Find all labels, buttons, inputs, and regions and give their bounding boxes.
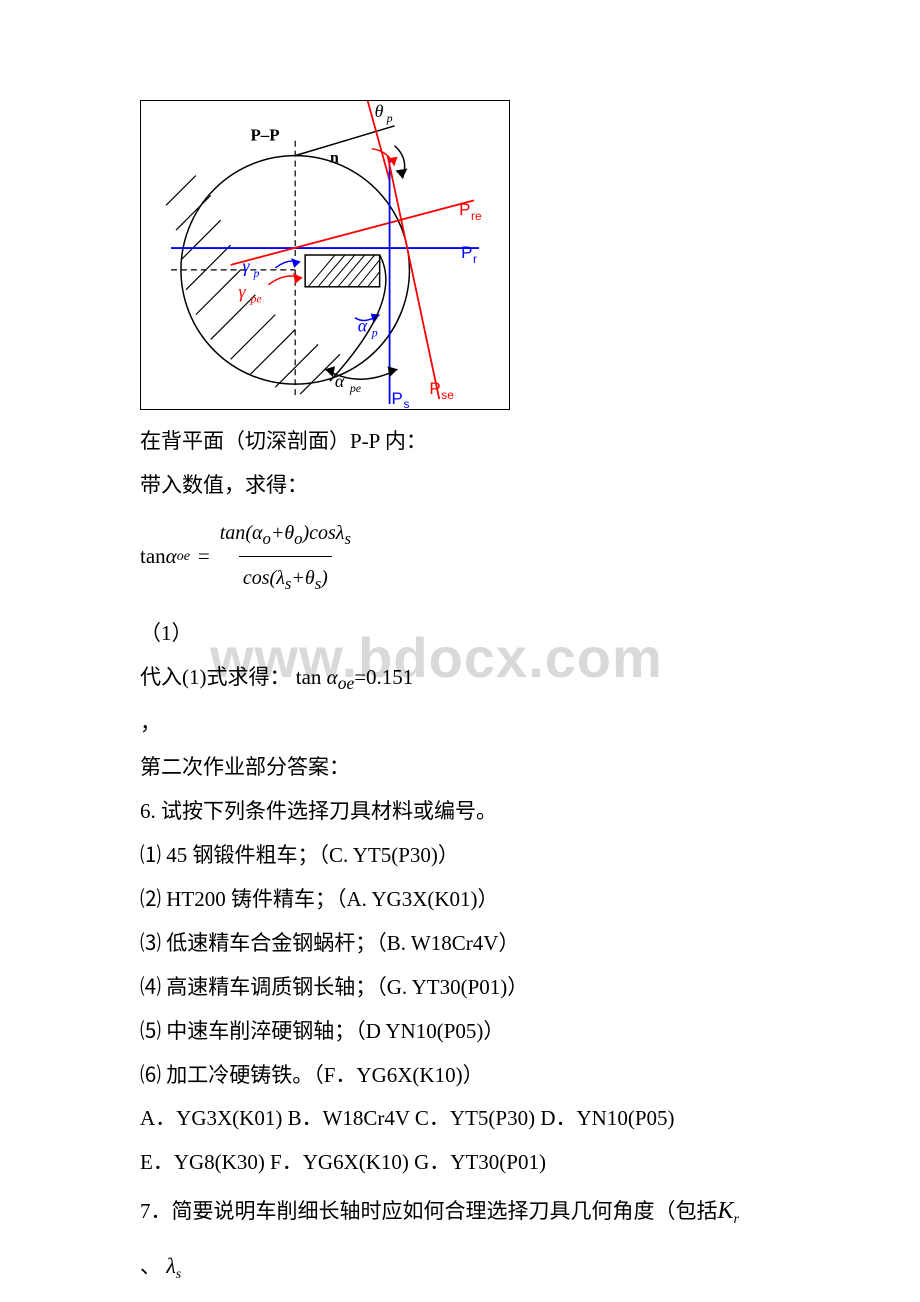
f1-alpha: α: [166, 537, 177, 577]
svg-text:re: re: [471, 209, 482, 223]
q7-lambda: λ: [166, 1253, 176, 1278]
q6-opt2: ⑵ HT200 铸件精车；（A. YG3X(K01)）: [140, 880, 780, 920]
svg-text:P–P: P–P: [250, 126, 279, 145]
q7-Kr-sub: r: [734, 1212, 739, 1227]
svg-text:θ: θ: [375, 101, 384, 121]
svg-text:se: se: [441, 388, 454, 402]
text-line-1: 在背平面（切深剖面）P-P 内：: [140, 422, 780, 462]
svg-text:p: p: [386, 111, 393, 125]
svg-text:pe: pe: [349, 381, 362, 395]
svg-text:n: n: [330, 150, 339, 167]
eq-number-1: （1）: [140, 614, 780, 654]
svg-text:pe: pe: [249, 292, 262, 306]
f1-eq: =: [198, 537, 210, 577]
formula-1: tan α oe = tan(αo+θo)cosλs cos(λs+θs): [140, 514, 780, 600]
q7-line-2: 、 λs: [140, 1245, 780, 1289]
f1-tan: tan: [140, 537, 166, 577]
q6-opt6: ⑹ 加工冷硬铸铁。（F．YG6X(K10)）: [140, 1056, 780, 1096]
q7-lambda-sub: s: [176, 1267, 181, 1282]
q7-line: 7．简要说明车削细长轴时应如何合理选择刀具几何角度（包括Kr: [140, 1189, 780, 1235]
svg-text:γ: γ: [243, 256, 251, 276]
t3-formula: tan αoe=0.151: [296, 665, 414, 689]
svg-text:P: P: [459, 200, 470, 219]
svg-text:s: s: [403, 397, 409, 409]
comma-line: ，: [140, 704, 780, 744]
f1-fraction: tan(αo+θo)cosλs cos(λs+θs): [216, 514, 355, 600]
page-content: P–P n θ p P re P r P s P se γ p γ pe α p…: [140, 100, 780, 1289]
q6-stem: 6. 试按下列条件选择刀具材料或编号。: [140, 792, 780, 832]
q6-opt4: ⑷ 高速精车调质钢长轴；（G. YT30(P01)）: [140, 968, 780, 1008]
q6-opt5: ⑸ 中速车削淬硬钢轴；（D YN10(P05)）: [140, 1012, 780, 1052]
f1-den: cos(λs+θs): [239, 556, 332, 600]
geometry-diagram: P–P n θ p P re P r P s P se γ p γ pe α p…: [140, 100, 510, 410]
svg-text:P: P: [392, 389, 403, 408]
q7-sep: 、: [140, 1254, 161, 1278]
t3-pre: 代入(1)式求得：: [140, 665, 291, 689]
f1-alpha-sub: oe: [177, 544, 190, 571]
section-2-title: 第二次作业部分答案：: [140, 748, 780, 788]
q7-text: 7．简要说明车削细长轴时应如何合理选择刀具几何角度（包括: [140, 1199, 718, 1223]
q6-answers-row1: A．YG3X(K01) B．W18Cr4V C．YT5(P30) D．YN10(…: [140, 1099, 780, 1139]
svg-text:γ: γ: [239, 282, 247, 302]
f1-num: tan(αo+θo)cosλs: [216, 514, 355, 557]
substitute-line: 代入(1)式求得： tan αoe=0.151: [140, 658, 780, 700]
q6-answers-row2: E．YG8(K30) F．YG6X(K10) G．YT30(P01): [140, 1143, 780, 1183]
svg-text:r: r: [473, 252, 477, 266]
svg-text:P: P: [429, 379, 440, 398]
q7-Kr: K: [718, 1198, 734, 1224]
svg-text:p: p: [252, 266, 259, 280]
svg-text:α: α: [358, 316, 368, 336]
diagram-svg: P–P n θ p P re P r P s P se γ p γ pe α p…: [141, 101, 509, 409]
q6-opt1: ⑴ 45 钢锻件粗车；（C. YT5(P30)）: [140, 836, 780, 876]
svg-text:P: P: [461, 243, 472, 262]
svg-text:α: α: [335, 371, 345, 391]
text-line-2: 带入数值，求得：: [140, 466, 780, 506]
svg-text:p: p: [371, 325, 378, 339]
q6-opt3: ⑶ 低速精车合金钢蜗杆；（B. W18Cr4V）: [140, 924, 780, 964]
